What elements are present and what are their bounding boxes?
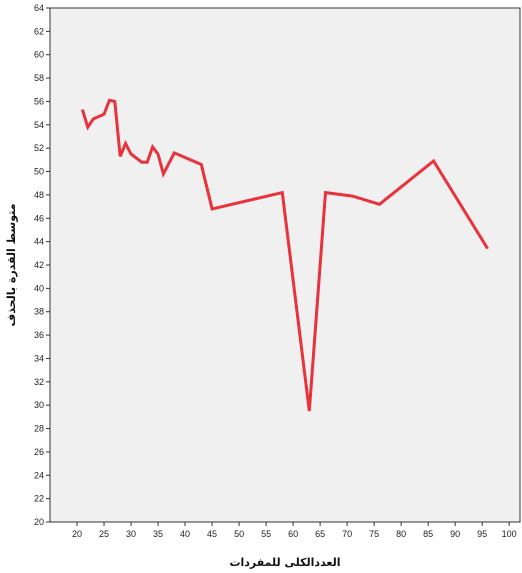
x-axis-title: العددالكلى للمفردات: [229, 556, 340, 569]
y-tick-label: 38: [34, 307, 44, 317]
x-tick-label: 85: [423, 529, 433, 539]
y-tick-label: 34: [34, 353, 44, 363]
y-axis: 20 22 24 26 28 30 32 34 36 38 40 42 44 46 48 50 52 54 56 58…: [34, 3, 50, 527]
y-tick-label: 26: [34, 447, 44, 457]
x-tick-label: 90: [450, 529, 460, 539]
x-tick-label: 55: [261, 529, 271, 539]
x-tick-label: 80: [396, 529, 406, 539]
series-layer: [80, 98, 489, 412]
y-tick-label: 64: [34, 3, 44, 13]
y-tick-label: 20: [34, 517, 44, 527]
series-line: [80, 98, 489, 412]
y-tick-label: 30: [34, 400, 44, 410]
x-tick-label: 30: [126, 529, 136, 539]
y-tick-label: 24: [34, 470, 44, 480]
x-tick-label: 50: [234, 529, 244, 539]
y-axis-title: متوسط القدرة بالحذف: [5, 204, 18, 327]
x-tick-label: 20: [72, 529, 82, 539]
y-tick-label: 32: [34, 377, 44, 387]
x-tick-label: 45: [207, 529, 217, 539]
x-tick-label: 35: [153, 529, 163, 539]
x-tick-label: 100: [502, 529, 517, 539]
y-tick-label: 52: [34, 143, 44, 153]
y-tick-label: 40: [34, 283, 44, 293]
y-tick-label: 62: [34, 26, 44, 36]
x-tick-label: 75: [369, 529, 379, 539]
x-tick-label: 60: [288, 529, 298, 539]
x-tick-label: 40: [180, 529, 190, 539]
y-tick-label: 42: [34, 260, 44, 270]
y-tick-label: 22: [34, 494, 44, 504]
y-tick-label: 48: [34, 190, 44, 200]
y-tick-label: 44: [34, 237, 44, 247]
plot-area: [49, 7, 521, 523]
y-tick-label: 50: [34, 167, 44, 177]
y-tick-label: 54: [34, 120, 44, 130]
y-tick-label: 58: [34, 73, 44, 83]
y-tick-label: 36: [34, 330, 44, 340]
x-tick-label: 70: [342, 529, 352, 539]
y-tick-label: 60: [34, 50, 44, 60]
x-tick-label: 95: [477, 529, 487, 539]
y-tick-label: 46: [34, 213, 44, 223]
y-tick-label: 28: [34, 424, 44, 434]
y-tick-label: 56: [34, 96, 44, 106]
x-axis: 20 25 30 35 40 45 50 55 60 65 70 75 80 85 90 95 100: [72, 522, 517, 539]
x-tick-label: 65: [315, 529, 325, 539]
x-tick-label: 25: [99, 529, 109, 539]
